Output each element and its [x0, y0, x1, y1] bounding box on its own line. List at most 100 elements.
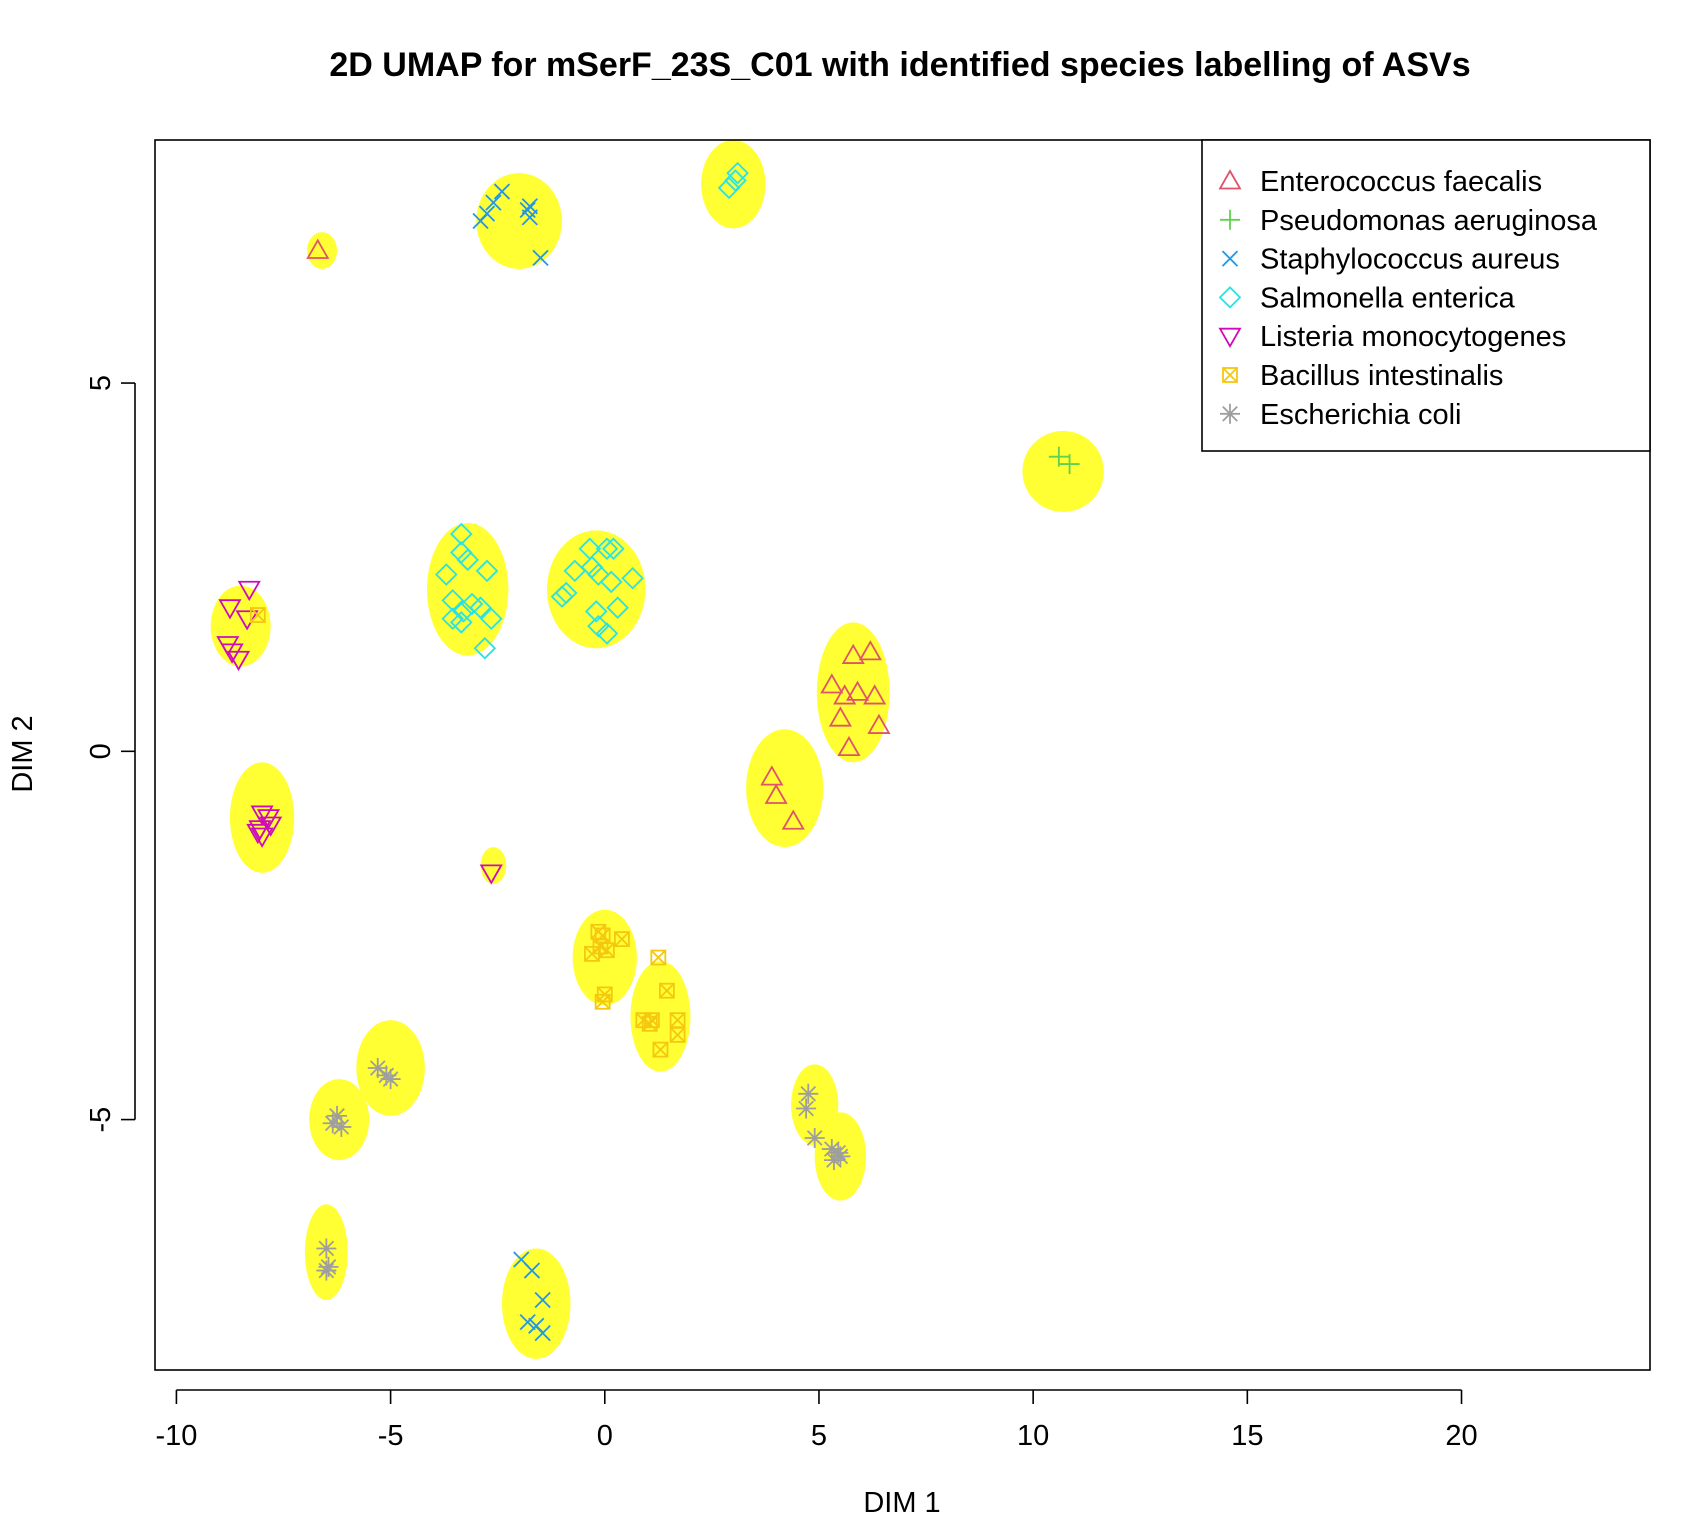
point-salmonella-enterica-26 [554, 581, 578, 605]
point-bacillus-intestinalis-7 [584, 945, 600, 962]
cluster-blob-5 [210, 585, 271, 667]
point-salmonella-enterica-27 [606, 596, 629, 619]
point-salmonella-enterica-14 [441, 607, 464, 631]
point-escherichia-coli-14 [316, 1238, 337, 1259]
legend-item-pseudomonas-aeruginosa: Pseudomonas aeruginosa [1220, 205, 1598, 237]
point-salmonella-enterica-15 [479, 607, 503, 631]
point-staphylococcus-aureus-11 [534, 1291, 551, 1309]
cluster-blob-4 [1022, 430, 1104, 512]
series-bacillus-intestinalis [249, 607, 686, 1058]
legend-marker-bacillus-intestinalis [1222, 367, 1238, 383]
x-tick-label: 5 [811, 1420, 827, 1452]
point-escherichia-coli-7 [798, 1083, 819, 1104]
legend-marker-escherichia-coli [1220, 403, 1240, 424]
legend-label-pseudomonas-aeruginosa: Pseudomonas aeruginosa [1260, 205, 1598, 237]
cluster-background-layer [210, 140, 1104, 1359]
point-bacillus-intestinalis-4 [614, 931, 630, 948]
series-escherichia-coli [316, 1058, 851, 1281]
point-salmonella-enterica-13 [450, 611, 473, 634]
point-listeria-monocytogenes-5 [220, 643, 244, 664]
point-bacillus-intestinalis-14 [641, 1015, 658, 1032]
point-salmonella-enterica-9 [441, 589, 464, 612]
x-tick-label: -10 [155, 1420, 197, 1452]
point-escherichia-coli-5 [331, 1116, 352, 1137]
point-escherichia-coli-6 [322, 1113, 343, 1134]
point-enterococcus-faecalis-4 [820, 673, 844, 694]
point-listeria-monocytogenes-8 [256, 809, 281, 830]
cluster-blob-1 [307, 232, 338, 269]
point-enterococcus-faecalis-1 [306, 238, 330, 259]
point-staphylococcus-aureus-12 [519, 1313, 536, 1331]
point-salmonella-enterica-25 [550, 585, 574, 608]
legend-item-salmonella-enterica: Salmonella enterica [1218, 282, 1516, 314]
plot-frame [154, 139, 1651, 1371]
point-staphylococcus-aureus-2 [478, 205, 496, 222]
legend-marker-listeria-monocytogenes [1218, 327, 1242, 349]
point-salmonella-enterica-1 [717, 176, 741, 200]
point-salmonella-enterica-30 [595, 622, 619, 645]
point-enterococcus-faecalis-2 [841, 643, 865, 664]
point-enterococcus-faecalis-8 [828, 706, 852, 727]
point-salmonella-enterica-18 [595, 537, 619, 561]
point-bacillus-intestinalis-1 [249, 607, 266, 623]
x-tick-label: -5 [378, 1420, 404, 1452]
y-axis-label: DIM 2 [7, 715, 39, 792]
point-escherichia-coli-13 [830, 1146, 851, 1167]
cluster-blob-7 [546, 530, 646, 649]
point-staphylococcus-aureus-3 [485, 194, 502, 211]
legend-item-enterococcus-faecalis: Enterococcus faecalis [1218, 166, 1542, 198]
x-tick-label: 10 [1017, 1420, 1049, 1452]
point-listeria-monocytogenes-2 [218, 599, 242, 620]
point-salmonella-enterica-12 [469, 596, 492, 619]
point-enterococcus-faecalis-3 [858, 640, 882, 661]
point-enterococcus-faecalis-9 [867, 713, 891, 734]
point-salmonella-enterica-8 [435, 563, 458, 586]
point-salmonella-enterica-4 [450, 522, 473, 546]
point-salmonella-enterica-28 [584, 600, 608, 623]
legend-marker-pseudomonas-aeruginosa [1220, 209, 1240, 230]
legend-item-escherichia-coli: Escherichia coli [1220, 399, 1461, 431]
cluster-blob-3 [701, 140, 766, 229]
legend-box [1201, 139, 1651, 452]
series-layer [216, 161, 1080, 1342]
point-listeria-monocytogenes-11 [250, 827, 274, 848]
point-listeria-monocytogenes-9 [259, 816, 283, 837]
point-staphylococcus-aureus-14 [534, 1325, 551, 1342]
legend-item-staphylococcus-aureus: Staphylococcus aureus [1221, 244, 1560, 276]
chart-title: 2D UMAP for mSerF_23S_C01 with identifie… [329, 46, 1470, 84]
x-tick-label: 0 [597, 1420, 613, 1452]
cluster-blob-19 [501, 1248, 571, 1359]
point-salmonella-enterica-21 [587, 563, 610, 586]
cluster-blob-13 [630, 961, 691, 1072]
point-listeria-monocytogenes-12 [246, 823, 270, 845]
point-listeria-monocytogenes-7 [250, 805, 274, 826]
legend-label-enterococcus-faecalis: Enterococcus faecalis [1260, 166, 1542, 198]
legend-label-salmonella-enterica: Salmonella enterica [1260, 282, 1516, 314]
point-bacillus-intestinalis-16 [669, 1026, 686, 1043]
legend-item-bacillus-intestinalis: Bacillus intestinalis [1222, 360, 1503, 392]
point-staphylococcus-aureus-4 [493, 183, 511, 200]
point-listeria-monocytogenes-6 [226, 650, 251, 672]
point-bacillus-intestinalis-17 [652, 1041, 669, 1058]
point-enterococcus-faecalis-6 [845, 680, 870, 701]
cluster-blob-15 [309, 1079, 370, 1161]
y-tick-label: -5 [85, 1107, 117, 1133]
point-escherichia-coli-9 [804, 1127, 825, 1148]
point-salmonella-enterica-7 [475, 559, 499, 583]
series-salmonella-enterica [435, 161, 749, 660]
point-enterococcus-faecalis-13 [781, 809, 805, 830]
cluster-blob-2 [476, 173, 562, 269]
axes-layer: -10 -5 0 5 10 15 20 -5 0 5 [85, 375, 1478, 1452]
series-enterococcus-faecalis [306, 238, 891, 830]
point-staphylococcus-aureus-7 [521, 209, 538, 226]
legend-marker-salmonella-enterica [1218, 286, 1242, 309]
point-pseudomonas-aeruginosa-1 [1048, 446, 1069, 467]
point-salmonella-enterica-22 [599, 570, 623, 594]
point-enterococcus-faecalis-11 [760, 765, 784, 786]
point-salmonella-enterica-2 [724, 169, 747, 192]
point-salmonella-enterica-3 [726, 161, 749, 185]
point-staphylococcus-aureus-10 [523, 1262, 541, 1279]
point-pseudomonas-aeruginosa-2 [1059, 454, 1080, 475]
point-salmonella-enterica-16 [473, 636, 497, 660]
point-escherichia-coli-8 [796, 1098, 817, 1119]
